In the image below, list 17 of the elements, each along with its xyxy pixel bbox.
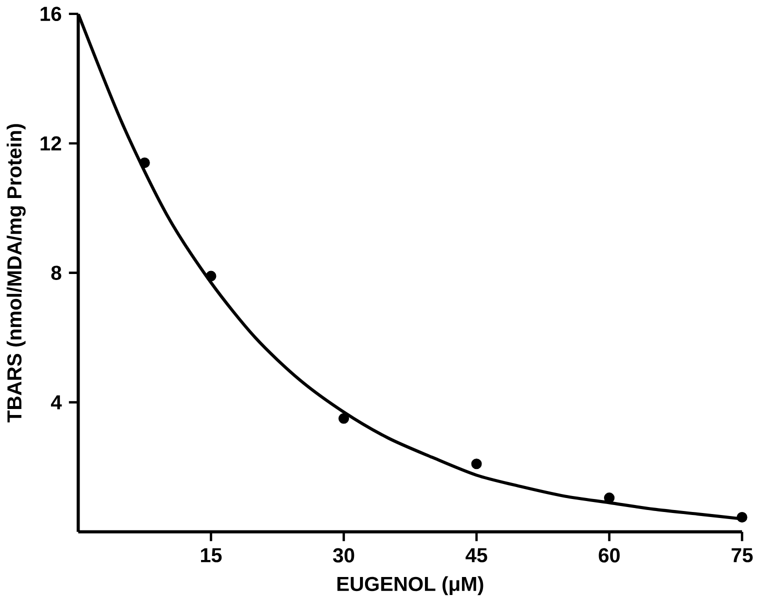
point xyxy=(338,413,350,424)
y-tick-label: 4 xyxy=(50,395,62,410)
x-tick-label: 45 xyxy=(466,548,488,562)
x-axis-title: EUGENOL (μM) xyxy=(337,576,484,596)
x-tick-label: 30 xyxy=(332,548,354,563)
x-tick-label: 75 xyxy=(732,548,753,562)
point xyxy=(139,158,150,168)
point xyxy=(206,270,216,282)
y-tick-label: 16 xyxy=(40,6,62,22)
x-tick-label: 60 xyxy=(598,548,620,563)
point xyxy=(471,458,482,470)
point xyxy=(604,492,615,504)
y-tick-label: 8 xyxy=(51,266,62,280)
point xyxy=(736,512,748,523)
y-tick-label: 12 xyxy=(40,136,62,150)
y-axis-title: TBARS (nmol/MDA/mg Protein) xyxy=(6,124,26,422)
x-tick-label: 15 xyxy=(201,548,222,562)
